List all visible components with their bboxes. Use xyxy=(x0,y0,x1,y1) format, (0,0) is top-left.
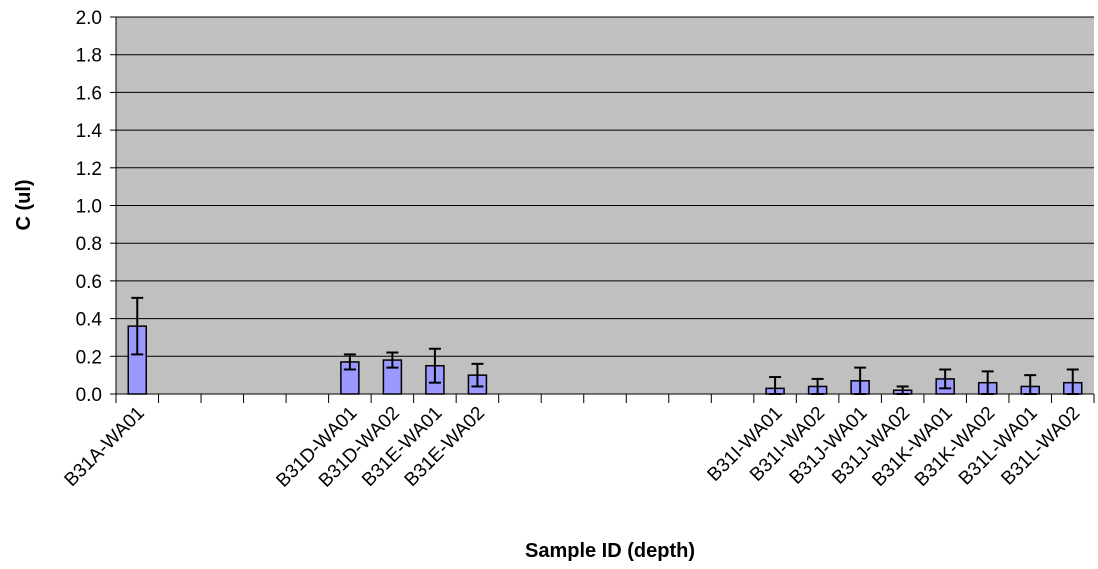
gridlines xyxy=(116,16,1094,357)
x-tick-label: B31A-WA01 xyxy=(61,403,149,491)
y-axis-title: C (ul) xyxy=(13,179,35,230)
y-tick-label: 1.4 xyxy=(76,121,103,142)
y-tick-label: 0.4 xyxy=(76,310,103,331)
y-tick-label: 0.6 xyxy=(76,272,102,293)
x-tick-labels: B31A-WA01 B31D-WA01B31D-WA02B31E-WA01B31E… xyxy=(61,403,1085,492)
y-tick-label: 0.2 xyxy=(76,347,102,368)
axes xyxy=(110,16,1095,403)
y-tick-labels: 0.0 0.2 0.4 0.6 0.8 1.0 1.2 1.4 1.6 1.8 2.0 xyxy=(76,8,103,406)
x-axis-title: Sample ID (depth) xyxy=(525,540,695,562)
y-tick-label: 1.2 xyxy=(76,159,102,180)
y-tick-label: 1.6 xyxy=(76,83,102,104)
y-tick-label: 0.8 xyxy=(76,234,102,255)
y-tick-label: 0.0 xyxy=(76,385,102,406)
y-tick-label: 2.0 xyxy=(76,8,102,29)
y-tick-label: 1.8 xyxy=(76,46,102,67)
y-tick-label: 1.0 xyxy=(76,197,102,218)
